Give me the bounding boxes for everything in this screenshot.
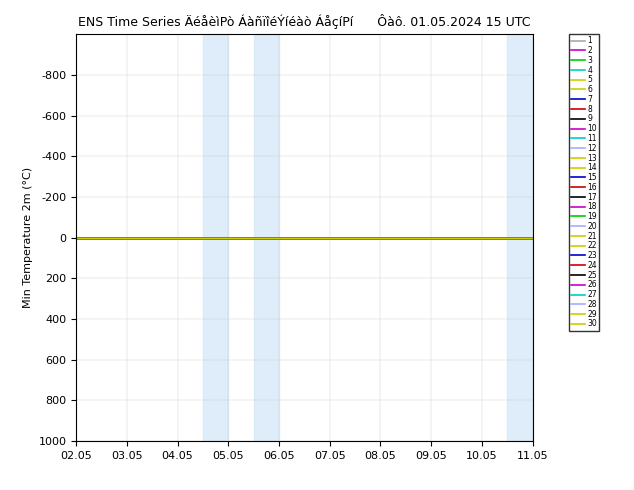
Y-axis label: Min Temperature 2m (°C): Min Temperature 2m (°C) [23,167,33,308]
Legend: 1, 2, 3, 4, 5, 6, 7, 8, 9, 10, 11, 12, 13, 14, 15, 16, 17, 18, 19, 20, 21, 22, 2: 1, 2, 3, 4, 5, 6, 7, 8, 9, 10, 11, 12, 1… [569,34,600,331]
Bar [507,34,533,441]
Title: ENS Time Series ÄéåèìPò ÁàñïîéÝíéàò ÁåçíPí      Ôàô. 01.05.2024 15 UTC: ENS Time Series ÄéåèìPò ÁàñïîéÝíéàò Áåçí… [78,14,531,29]
Bar [254,34,279,441]
Bar [203,34,228,441]
Bar [558,34,583,441]
